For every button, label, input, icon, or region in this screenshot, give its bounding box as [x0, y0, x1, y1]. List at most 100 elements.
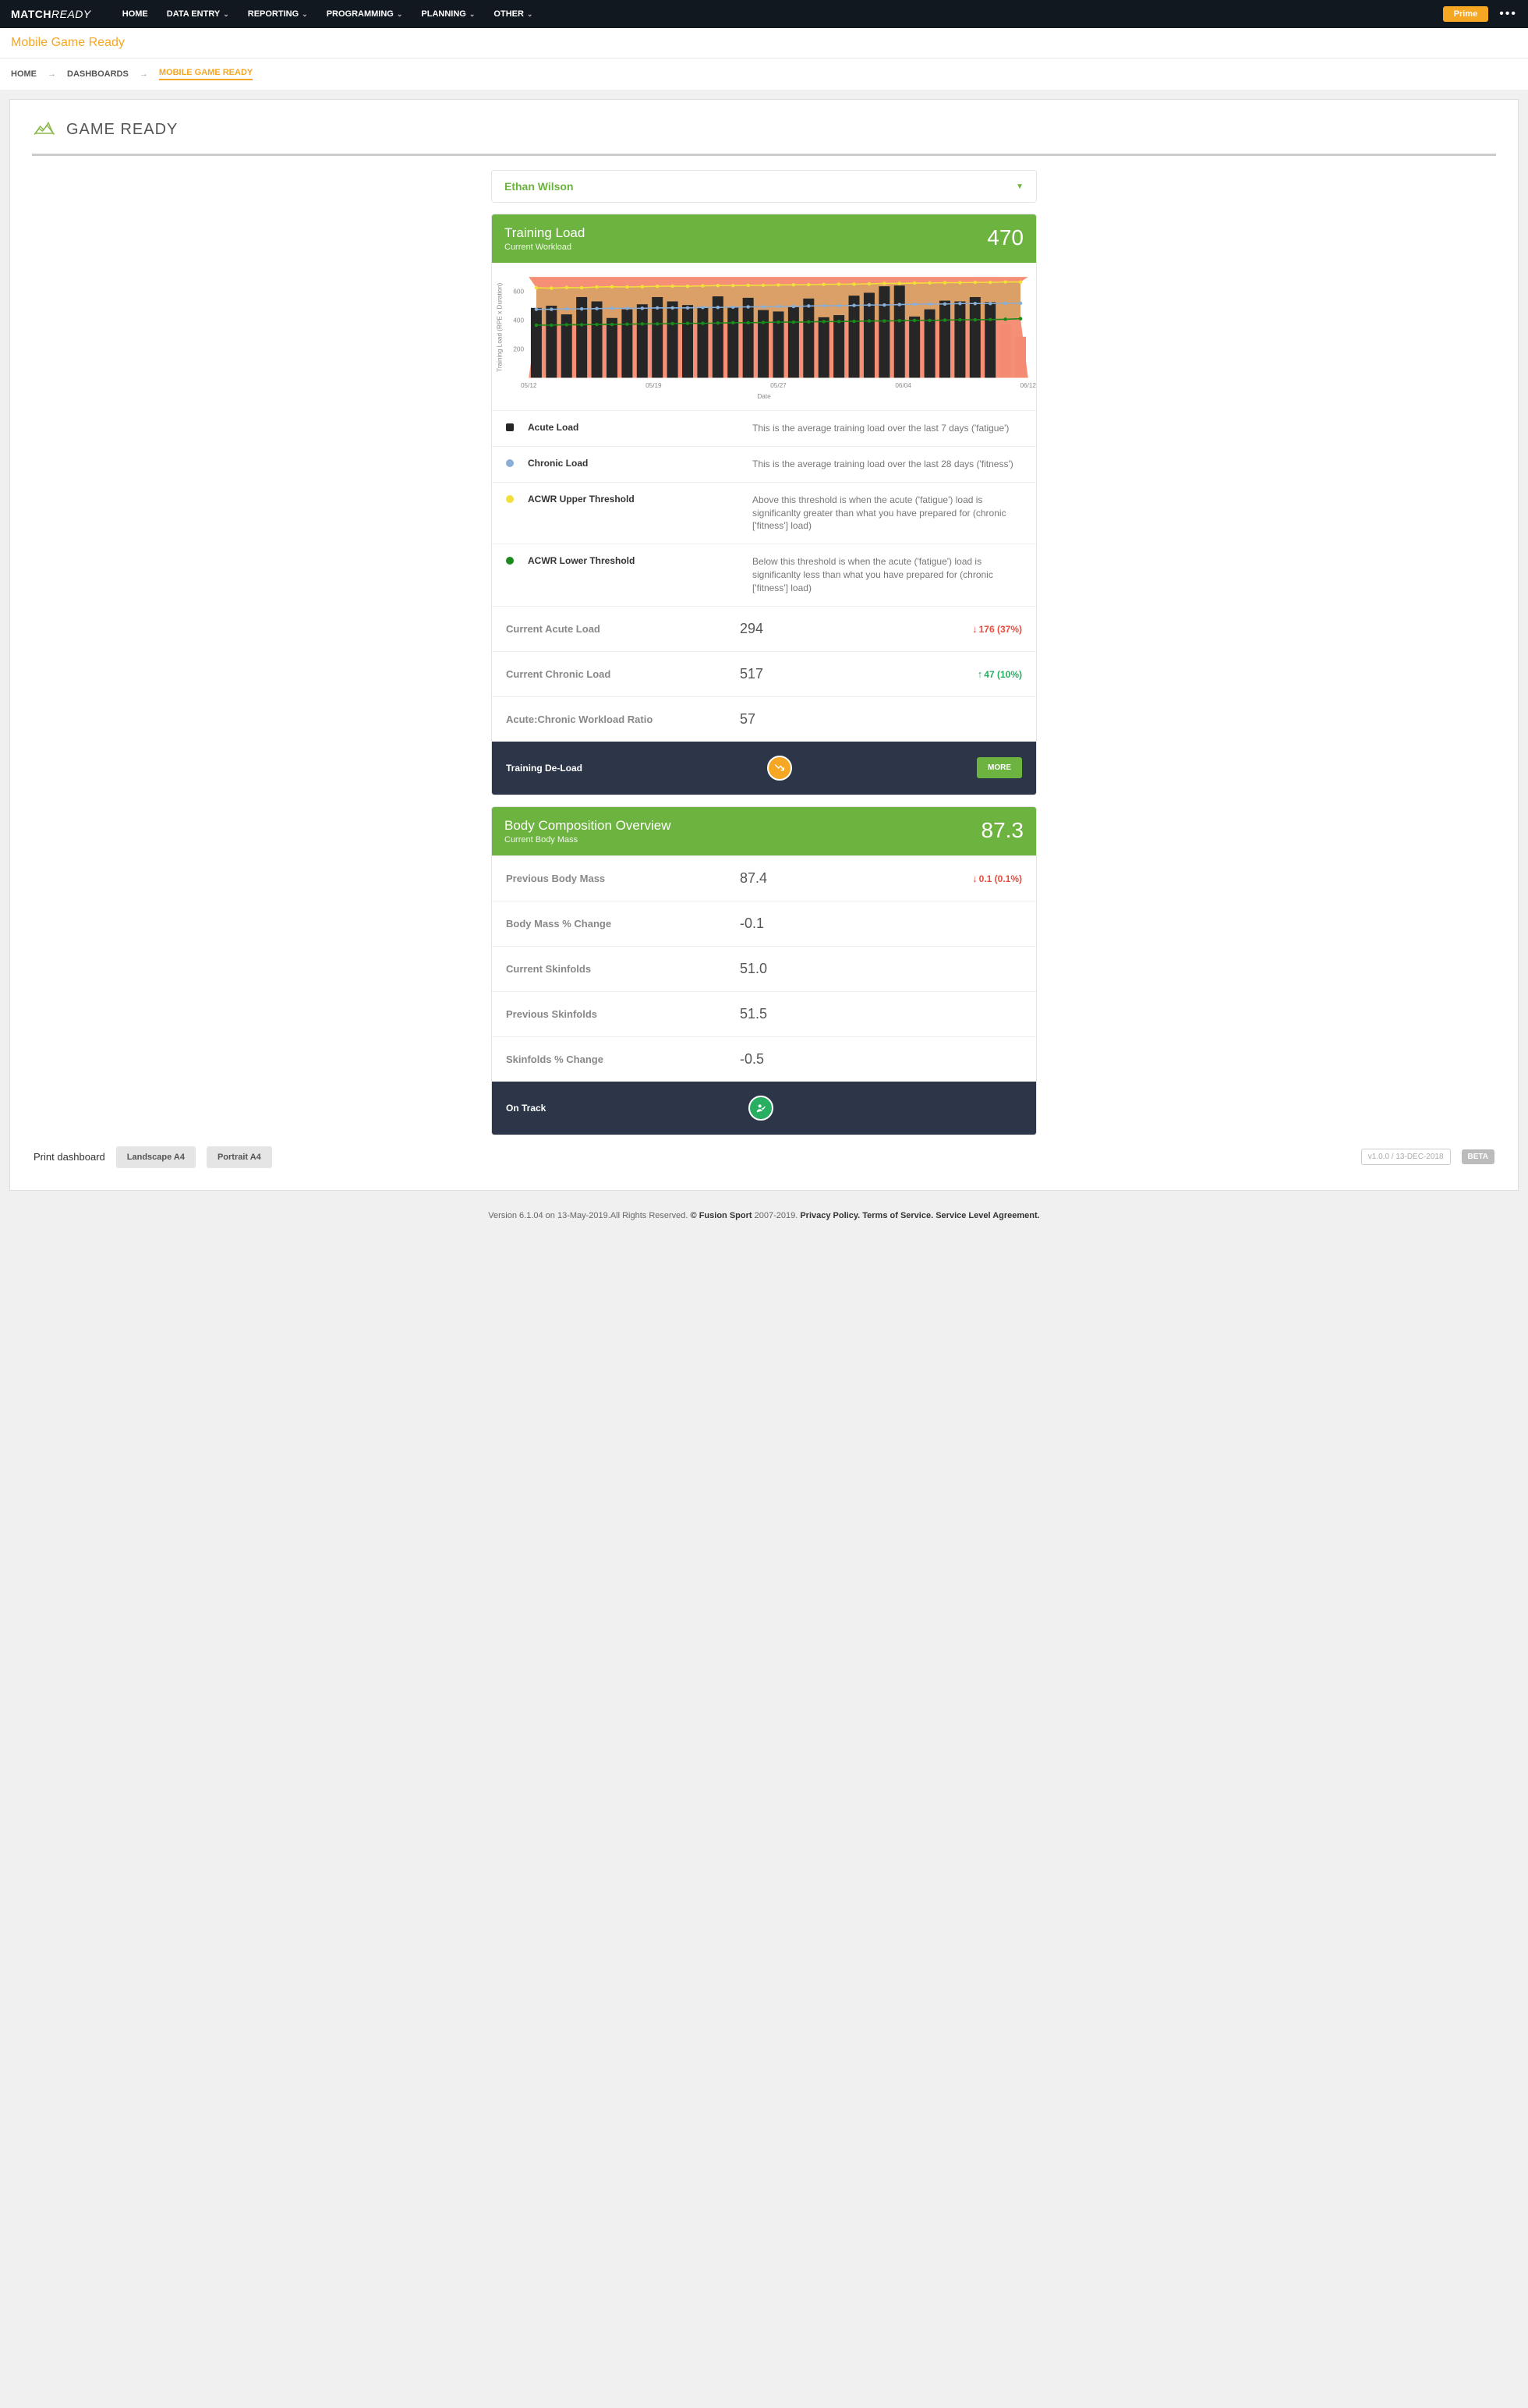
metric-label: Previous Skinfolds [506, 1008, 740, 1020]
metric-row: Skinfolds % Change-0.5 [492, 1036, 1036, 1082]
metric-label: Acute:Chronic Workload Ratio [506, 714, 740, 725]
chevron-down-icon: ⌄ [302, 10, 308, 19]
metric-row: Previous Skinfolds51.5 [492, 991, 1036, 1036]
metric-label: Current Skinfolds [506, 963, 740, 975]
nav-data-entry[interactable]: DATA ENTRY⌄ [167, 9, 229, 19]
metric-delta: ↑47 (10%) [818, 668, 1022, 680]
nav-items: HOME DATA ENTRY⌄ REPORTING⌄ PROGRAMMING⌄ PLA… [122, 9, 1443, 19]
legend-desc: Above this threshold is when the acute (… [752, 494, 1022, 533]
svg-text:06/04: 06/04 [895, 382, 911, 389]
print-portrait-button[interactable]: Portrait A4 [207, 1146, 272, 1168]
footer: Version 6.1.04 on 13-May-2019.All Rights… [0, 1200, 1528, 1231]
card-subtitle: Current Workload [504, 243, 585, 252]
footer-copyright[interactable]: © Fusion Sport [691, 1211, 752, 1220]
subheader: Mobile Game Ready [0, 28, 1528, 58]
card-subtitle: Current Body Mass [504, 835, 671, 845]
footer-link-privacy[interactable]: Privacy Policy. [800, 1211, 860, 1220]
chevron-down-icon: ⌄ [527, 10, 533, 19]
logo-text-b: READY [51, 8, 91, 20]
legend-label: Acute Load [528, 422, 738, 433]
chevron-right-icon: → [48, 69, 56, 79]
more-button[interactable]: MORE [977, 757, 1022, 778]
metric-value: 51.5 [740, 1006, 818, 1022]
logo[interactable]: MATCHREADY [11, 8, 91, 20]
svg-text:Training Load (RPE x Duration): Training Load (RPE x Duration) [496, 282, 503, 371]
legend-row: ACWR Upper Threshold Above this threshold… [492, 482, 1036, 544]
nav-reporting[interactable]: REPORTING⌄ [248, 9, 308, 19]
metric-value: 294 [740, 621, 818, 637]
metric-value: -0.1 [740, 915, 818, 932]
nav-home[interactable]: HOME [122, 9, 148, 19]
foot-label: On Track [506, 1103, 546, 1114]
logo-text-a: MATCH [11, 8, 51, 20]
nav-programming[interactable]: PROGRAMMING⌄ [327, 9, 403, 19]
metric-value: 517 [740, 666, 818, 682]
legend-label: Chronic Load [528, 458, 738, 469]
svg-text:05/12: 05/12 [521, 382, 537, 389]
svg-text:200: 200 [513, 346, 524, 353]
beta-badge: BETA [1462, 1149, 1494, 1164]
legend-swatch [506, 459, 514, 467]
card-value: 87.3 [982, 818, 1024, 843]
breadcrumb-dashboards[interactable]: DASHBOARDS [67, 69, 129, 79]
arrow-up-icon: ↑ [978, 668, 983, 680]
legend-desc: This is the average training load over t… [752, 458, 1022, 471]
version-badge: v1.0.0 / 13-DEC-2018 [1361, 1149, 1451, 1165]
chevron-down-icon: ⌄ [223, 10, 229, 19]
metric-row: Current Skinfolds51.0 [492, 946, 1036, 991]
card-title: Training Load [504, 225, 585, 241]
metric-value: 87.4 [740, 870, 818, 887]
card-value: 470 [987, 225, 1024, 250]
more-menu-icon[interactable]: ••• [1499, 7, 1517, 21]
legend-label: ACWR Upper Threshold [528, 494, 738, 505]
nav-other[interactable]: OTHER⌄ [493, 9, 532, 19]
legend-swatch [506, 495, 514, 503]
trend-down-icon [767, 756, 792, 781]
breadcrumb: HOME → DASHBOARDS → MOBILE GAME READY [0, 58, 1528, 90]
metric-value: -0.5 [740, 1051, 818, 1068]
legend-swatch [506, 557, 514, 565]
prime-button[interactable]: Prime [1443, 6, 1489, 22]
legend-desc: This is the average training load over t… [752, 422, 1022, 435]
card-title: Body Composition Overview [504, 818, 671, 834]
legend-swatch [506, 423, 514, 431]
metric-label: Current Acute Load [506, 623, 740, 635]
page-panel: GAME READY Ethan Wilson ▼ Training Load … [9, 99, 1519, 1191]
breadcrumb-home[interactable]: HOME [11, 69, 37, 79]
metric-delta: ↓0.1 (0.1%) [818, 873, 1022, 884]
top-nav: MATCHREADY HOME DATA ENTRY⌄ REPORTING⌄ PROG… [0, 0, 1528, 28]
print-landscape-button[interactable]: Landscape A4 [116, 1146, 196, 1168]
legend-row: Acute Load This is the average training l… [492, 410, 1036, 446]
svg-text:05/27: 05/27 [770, 382, 787, 389]
athlete-selector[interactable]: Ethan Wilson ▼ [491, 170, 1037, 203]
arrow-down-icon: ↓ [972, 623, 978, 635]
foot-label: Training De-Load [506, 763, 582, 774]
metric-label: Previous Body Mass [506, 873, 740, 884]
subheader-title: Mobile Game Ready [11, 36, 1517, 50]
metric-label: Current Chronic Load [506, 668, 740, 680]
metric-row: Previous Body Mass87.4↓0.1 (0.1%) [492, 855, 1036, 901]
selector-name: Ethan Wilson [504, 180, 574, 193]
footer-link-tos[interactable]: Terms of Service. [862, 1211, 933, 1220]
nav-planning[interactable]: PLANNING⌄ [421, 9, 475, 19]
chevron-down-icon: ⌄ [469, 10, 476, 19]
person-check-icon [748, 1096, 773, 1121]
training-chart: 200 400 600 05/12 05/19 05/27 06/04 06/12 Date Tr… [492, 263, 1036, 410]
caret-down-icon: ▼ [1016, 182, 1024, 191]
svg-text:06/12: 06/12 [1020, 382, 1036, 389]
body-composition-card: Body Composition Overview Current Body M… [491, 806, 1037, 1135]
breadcrumb-current: MOBILE GAME READY [159, 68, 253, 80]
svg-text:Date: Date [757, 393, 771, 400]
footer-link-sla[interactable]: Service Level Agreement. [936, 1211, 1040, 1220]
legend-row: Chronic Load This is the average training… [492, 446, 1036, 482]
arrow-down-icon: ↓ [972, 873, 978, 884]
footer-years: 2007-2019. [752, 1211, 801, 1220]
metric-row: Current Chronic Load517↑47 (10%) [492, 651, 1036, 696]
legend-desc: Below this threshold is when the acute (… [752, 555, 1022, 594]
svg-text:600: 600 [513, 289, 524, 296]
chevron-down-icon: ⌄ [397, 10, 403, 19]
svg-text:400: 400 [513, 317, 524, 324]
training-load-card: Training Load Current Workload 470 200 40… [491, 214, 1037, 795]
svg-text:05/19: 05/19 [646, 382, 662, 389]
legend-label: ACWR Lower Threshold [528, 555, 738, 566]
